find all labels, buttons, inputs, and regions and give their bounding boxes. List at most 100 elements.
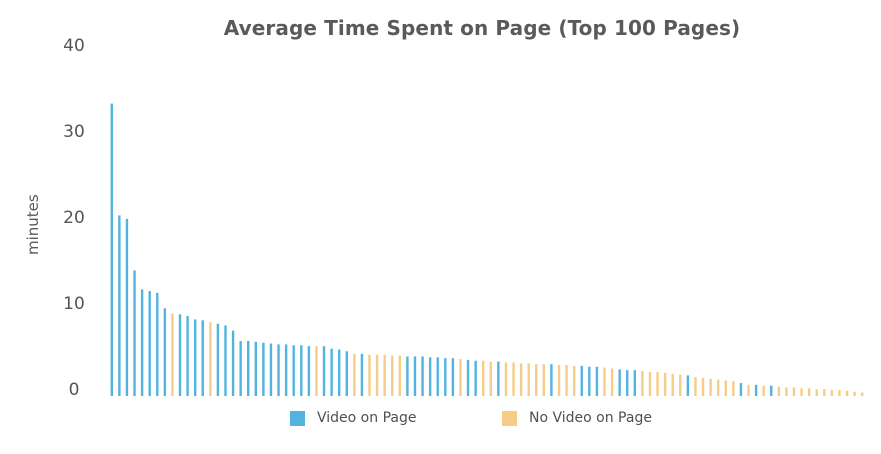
bar-no-video: [861, 392, 864, 396]
bar-video: [239, 340, 242, 396]
bar-video: [686, 375, 690, 396]
bar-video: [307, 346, 311, 396]
legend-swatch-video: [290, 410, 305, 426]
bar-video: [231, 330, 235, 396]
bar-video: [451, 358, 455, 396]
y-tick-label: 20: [63, 208, 85, 228]
bar-video: [436, 357, 439, 396]
bar-no-video: [565, 365, 568, 396]
bar-no-video: [535, 364, 538, 396]
bar-no-video: [489, 361, 492, 396]
y-axis-ticks: 0 10 20 30 40: [63, 36, 85, 400]
bar-no-video: [391, 355, 394, 396]
bar-video: [322, 346, 326, 396]
y-tick-label: 0: [69, 380, 80, 400]
legend-item-video: Video on Page: [290, 410, 416, 426]
bar-video: [262, 342, 265, 396]
chart-title: Average Time Spent on Page (Top 100 Page…: [223, 16, 741, 40]
bar-no-video: [747, 384, 750, 396]
bar-video: [224, 325, 227, 396]
bars: [110, 103, 864, 396]
legend-label-no-video: No Video on Page: [529, 410, 652, 426]
bar-video: [360, 353, 364, 396]
legend: Video on Page No Video on Page: [0, 410, 881, 436]
bar-video: [497, 361, 500, 396]
bar-no-video: [557, 365, 561, 396]
y-tick-label: 40: [63, 36, 85, 56]
bar-video: [201, 320, 204, 396]
bar-no-video: [762, 385, 765, 396]
y-tick-label: 10: [63, 294, 85, 314]
bar-video: [269, 343, 273, 396]
bar-no-video: [482, 360, 485, 396]
bar-no-video: [504, 362, 508, 396]
legend-item-no-video: No Video on Page: [502, 410, 652, 426]
bar-no-video: [838, 389, 841, 396]
bar-no-video: [694, 377, 697, 396]
bar-video: [770, 385, 773, 396]
bar-no-video: [792, 387, 796, 396]
bar-video: [413, 356, 417, 396]
bar-video: [247, 340, 250, 396]
bar-no-video: [732, 381, 735, 396]
bar-video: [140, 289, 144, 396]
bar-video: [406, 356, 409, 396]
bar-no-video: [542, 364, 546, 396]
bar-video: [216, 323, 220, 396]
bar-no-video: [512, 362, 515, 396]
bar-video: [474, 360, 477, 396]
bar-no-video: [368, 354, 371, 396]
bar-no-video: [679, 374, 682, 396]
bar-video: [284, 344, 288, 396]
bar-no-video: [353, 353, 356, 396]
bar-video: [588, 366, 591, 396]
bar-no-video: [527, 363, 530, 396]
bar-no-video: [375, 354, 379, 396]
bar-no-video: [671, 373, 674, 396]
bar-no-video: [209, 322, 212, 396]
legend-swatch-no-video: [502, 410, 517, 426]
bar-video: [345, 351, 348, 396]
bar-video: [156, 292, 159, 396]
bar-no-video: [701, 377, 705, 396]
bar-video: [110, 103, 113, 396]
bar-video: [118, 215, 121, 396]
legend-label-video: Video on Page: [317, 410, 417, 426]
bar-no-video: [845, 390, 849, 396]
bar-video: [193, 319, 197, 396]
bar-video: [148, 291, 151, 396]
bar-no-video: [709, 378, 712, 396]
bar-video: [754, 384, 758, 396]
bar-video: [186, 316, 189, 396]
bar-video: [125, 218, 129, 396]
bar-no-video: [724, 380, 727, 396]
bar-no-video: [519, 363, 523, 396]
bar-no-video: [785, 387, 788, 396]
bar-video: [330, 348, 333, 396]
bar-video: [595, 366, 599, 396]
bar-video: [633, 370, 637, 396]
bar-no-video: [777, 386, 781, 396]
bar-video: [550, 364, 553, 396]
bar-video: [300, 345, 303, 396]
bar-video: [466, 359, 470, 396]
bar-no-video: [823, 389, 826, 396]
bar-video: [254, 341, 258, 396]
bar-no-video: [398, 355, 402, 396]
bar-no-video: [641, 371, 644, 396]
bar-video: [580, 365, 583, 396]
bar-no-video: [656, 371, 659, 396]
bar-no-video: [315, 346, 318, 396]
bar-video: [421, 356, 424, 396]
bar-video: [133, 270, 136, 396]
bar-no-video: [663, 372, 667, 396]
bar-no-video: [648, 371, 652, 396]
bar-video: [163, 308, 167, 396]
bar-video: [292, 345, 295, 396]
bar-no-video: [807, 388, 811, 396]
bar-no-video: [716, 379, 720, 396]
bar-no-video: [572, 365, 576, 396]
y-tick-label: 30: [63, 122, 85, 142]
bar-no-video: [800, 388, 803, 396]
